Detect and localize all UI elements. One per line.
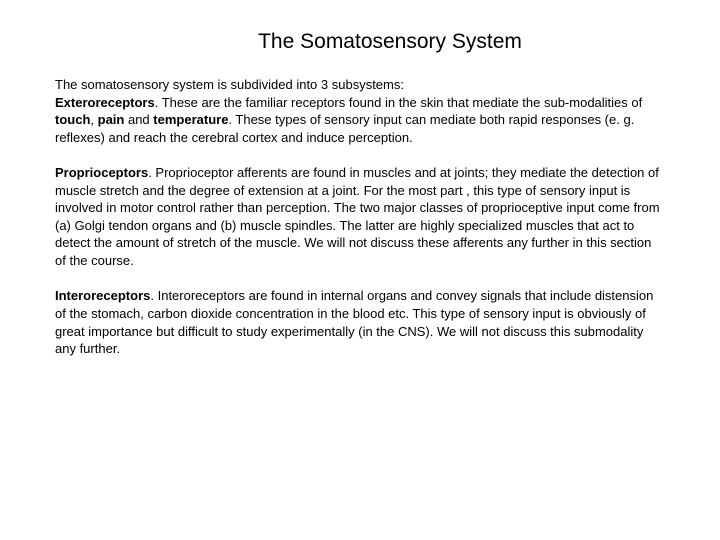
proprioceptors-heading: Proprioceptors: [55, 165, 148, 180]
slide-title: The Somatosensory System: [55, 30, 665, 54]
slide-container: The Somatosensory System The somatosenso…: [0, 0, 720, 406]
text-segment: . These are the familiar receptors found…: [155, 95, 643, 110]
paragraph-interoreceptors: Interoreceptors. Interoreceptors are fou…: [55, 287, 665, 357]
keyword-touch: touch: [55, 112, 90, 127]
paragraph-exteroreceptors: The somatosensory system is subdivided i…: [55, 76, 665, 146]
paragraph-proprioceptors: Proprioceptors. Proprioceptor afferents …: [55, 164, 665, 269]
body-text: The somatosensory system is subdivided i…: [55, 76, 665, 358]
intro-line: The somatosensory system is subdivided i…: [55, 77, 404, 92]
text-segment: ,: [90, 112, 97, 127]
exteroreceptors-heading: Exteroreceptors: [55, 95, 155, 110]
interoreceptors-heading: Interoreceptors: [55, 288, 150, 303]
keyword-pain: pain: [98, 112, 125, 127]
keyword-temperature: temperature: [153, 112, 228, 127]
text-segment: and: [124, 112, 153, 127]
text-segment: . Proprioceptor afferents are found in m…: [55, 165, 660, 268]
